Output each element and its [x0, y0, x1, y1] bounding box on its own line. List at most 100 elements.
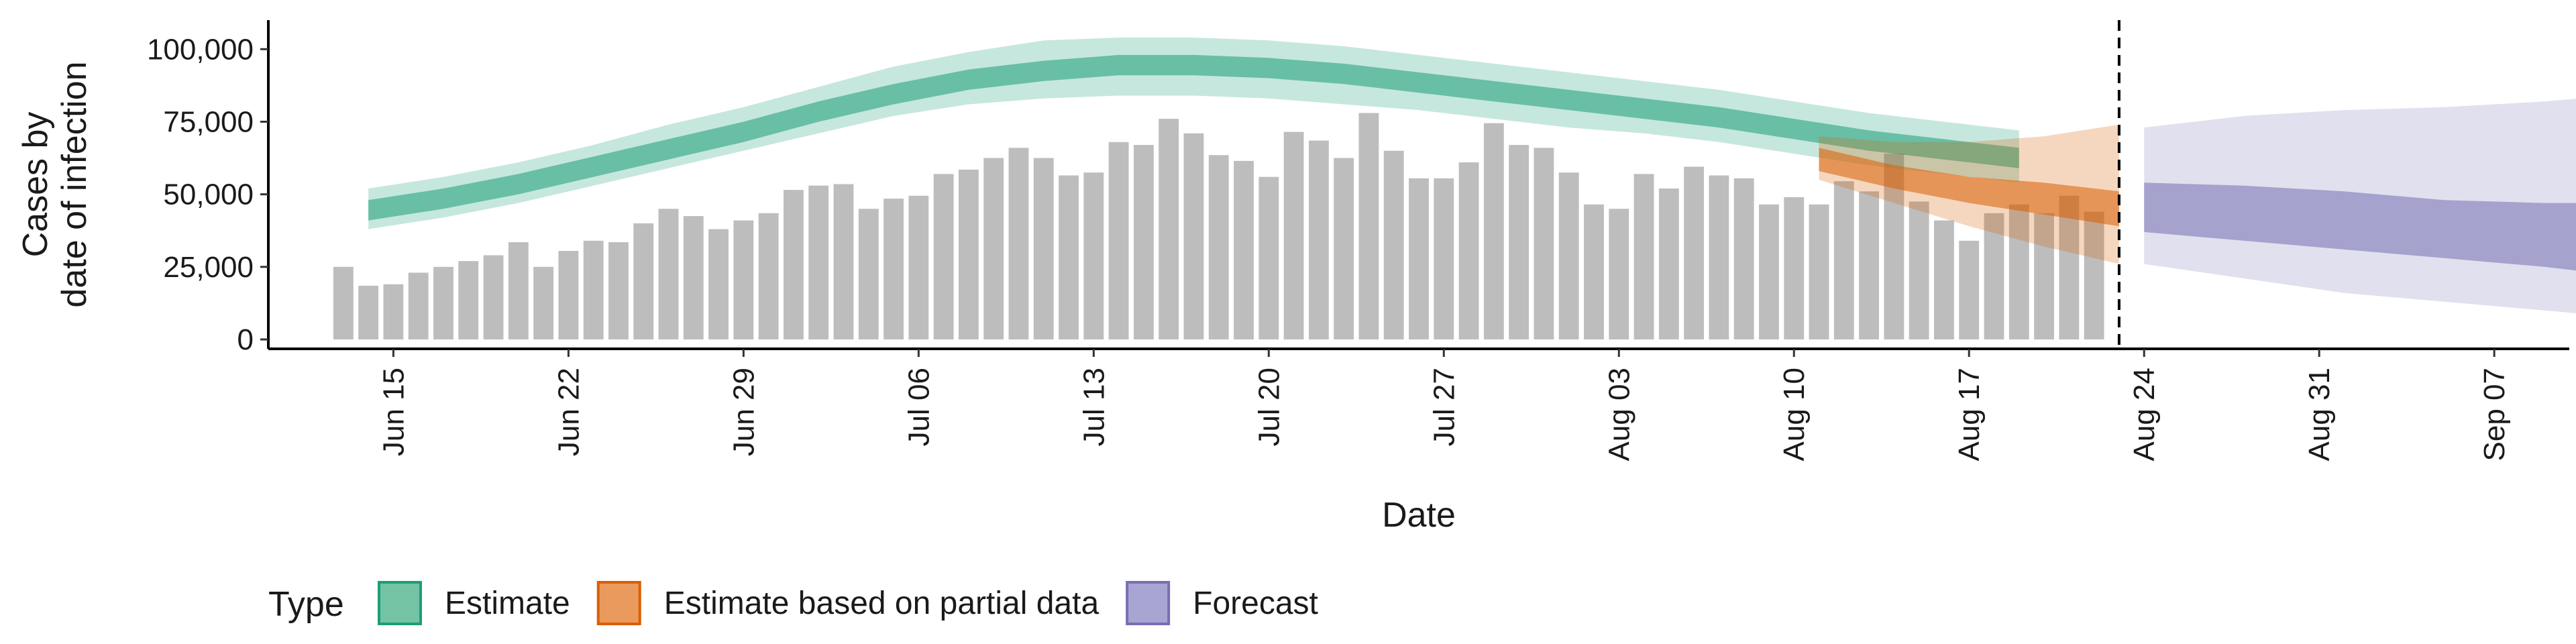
x-tick-label: Jun 15 [377, 368, 410, 456]
estimate-based-on-partial-data-inner-ribbon [1819, 148, 2119, 227]
legend-label: Estimate based on partial data [664, 586, 1099, 621]
case-bar [2084, 211, 2104, 339]
case-bar [1859, 191, 1879, 339]
case-bar [1234, 160, 1254, 339]
y-axis-title-line: Cases by [16, 112, 55, 258]
case-bar [558, 251, 579, 339]
case-bar [1033, 158, 1054, 339]
case-bar [1083, 172, 1104, 339]
case-bar [1984, 213, 2004, 339]
case-bar [1809, 204, 1829, 339]
x-tick-label: Jul 20 [1252, 368, 1285, 446]
case-bar [458, 261, 479, 339]
case-bar [1159, 119, 1179, 340]
case-bar [1934, 220, 1954, 339]
legend-label: Forecast [1193, 586, 1318, 621]
case-bar [808, 185, 829, 339]
case-bar [883, 199, 904, 339]
case-bar [1483, 123, 1504, 340]
legend-key [1126, 581, 1171, 625]
y-tick-label: 25,000 [163, 251, 254, 284]
y-tick-label: 0 [237, 323, 254, 356]
case-bar [1558, 172, 1579, 339]
case-bar [2034, 213, 2054, 339]
case-bar [1609, 209, 1629, 339]
case-bar [2008, 204, 2029, 339]
y-tick-label: 50,000 [163, 178, 254, 211]
y-tick-label: 100,000 [147, 33, 254, 66]
case-bar [833, 184, 854, 339]
case-bar [1133, 145, 1154, 339]
legend-title: Type [268, 585, 344, 624]
case-bar [1383, 150, 1404, 339]
estimate-outer-ribbon [368, 38, 2019, 229]
case-bar [1183, 133, 1204, 339]
case-bar [1308, 140, 1329, 339]
case-bar [1458, 162, 1479, 339]
case-bar [708, 229, 729, 339]
case-bar [1584, 204, 1604, 339]
x-tick-label: Aug 24 [2128, 368, 2161, 461]
y-axis-title-line: date of infection [55, 61, 94, 307]
legend-key [596, 581, 641, 625]
x-tick-label: Aug 03 [1603, 368, 1635, 461]
case-bar [858, 209, 879, 339]
case-bar [633, 223, 654, 339]
case-bar [959, 169, 979, 339]
axes: 0 25,000 50,000 75,000 100,000 Jun 15 Jun 22 Ju… [16, 20, 2569, 535]
case-bar [408, 272, 429, 339]
case-bar [333, 266, 354, 339]
case-bar [483, 255, 504, 339]
x-tick-label: Jul 06 [902, 368, 935, 446]
case-bar [433, 266, 453, 339]
case-bar [1684, 166, 1705, 339]
x-tick-label: Jul 13 [1077, 368, 1110, 446]
case-bar [1258, 176, 1279, 339]
case-bar [1283, 131, 1304, 339]
forecast-inner-ribbon [2144, 182, 2576, 271]
case-bar [758, 213, 779, 339]
case-bar [1409, 178, 1429, 339]
case-bar [508, 242, 529, 339]
legend-label: Estimate [445, 586, 570, 621]
x-tick-label: Jun 22 [552, 368, 585, 456]
legend: Type Estimate Estimate based on partial da… [268, 581, 1318, 625]
x-tick-label: Aug 17 [1953, 368, 1986, 461]
y-axis-title: Cases bydate of infection [16, 61, 94, 307]
case-bar [1633, 174, 1654, 339]
case-bar [1509, 145, 1529, 339]
legend-key [378, 581, 422, 625]
plot-area [333, 20, 2576, 349]
case-bar [1759, 204, 1779, 339]
x-tick-label: Jun 29 [727, 368, 760, 456]
x-tick-label: Aug 10 [1778, 368, 1811, 461]
case-bar [1909, 201, 1929, 339]
y-tick-label: 75,000 [163, 105, 254, 138]
case-bar [733, 220, 754, 339]
x-tick-label: Aug 31 [2303, 368, 2336, 461]
case-bar [1658, 188, 1679, 339]
case-bar [658, 209, 679, 339]
case-bar [533, 266, 554, 339]
case-bar [908, 195, 929, 339]
case-bar [1833, 181, 1854, 339]
case-bar [358, 285, 379, 339]
case-bar [1709, 175, 1729, 339]
case-bar [1959, 240, 1980, 339]
case-bar [1733, 178, 1754, 339]
case-bar [583, 240, 604, 339]
case-bar [608, 242, 629, 339]
x-tick-label: Sep 07 [2478, 368, 2511, 461]
case-bar [983, 158, 1004, 339]
case-bar [1334, 158, 1354, 339]
case-bar [1008, 148, 1029, 339]
case-bar [1434, 178, 1454, 339]
case-bar [683, 216, 704, 339]
x-axis-title: Date [1382, 496, 1456, 535]
case-bar [1059, 175, 1079, 339]
case-bar [1108, 142, 1129, 339]
case-bar [784, 190, 804, 339]
case-bar [1784, 197, 1805, 339]
estimate-inner-ribbon [368, 54, 2019, 221]
